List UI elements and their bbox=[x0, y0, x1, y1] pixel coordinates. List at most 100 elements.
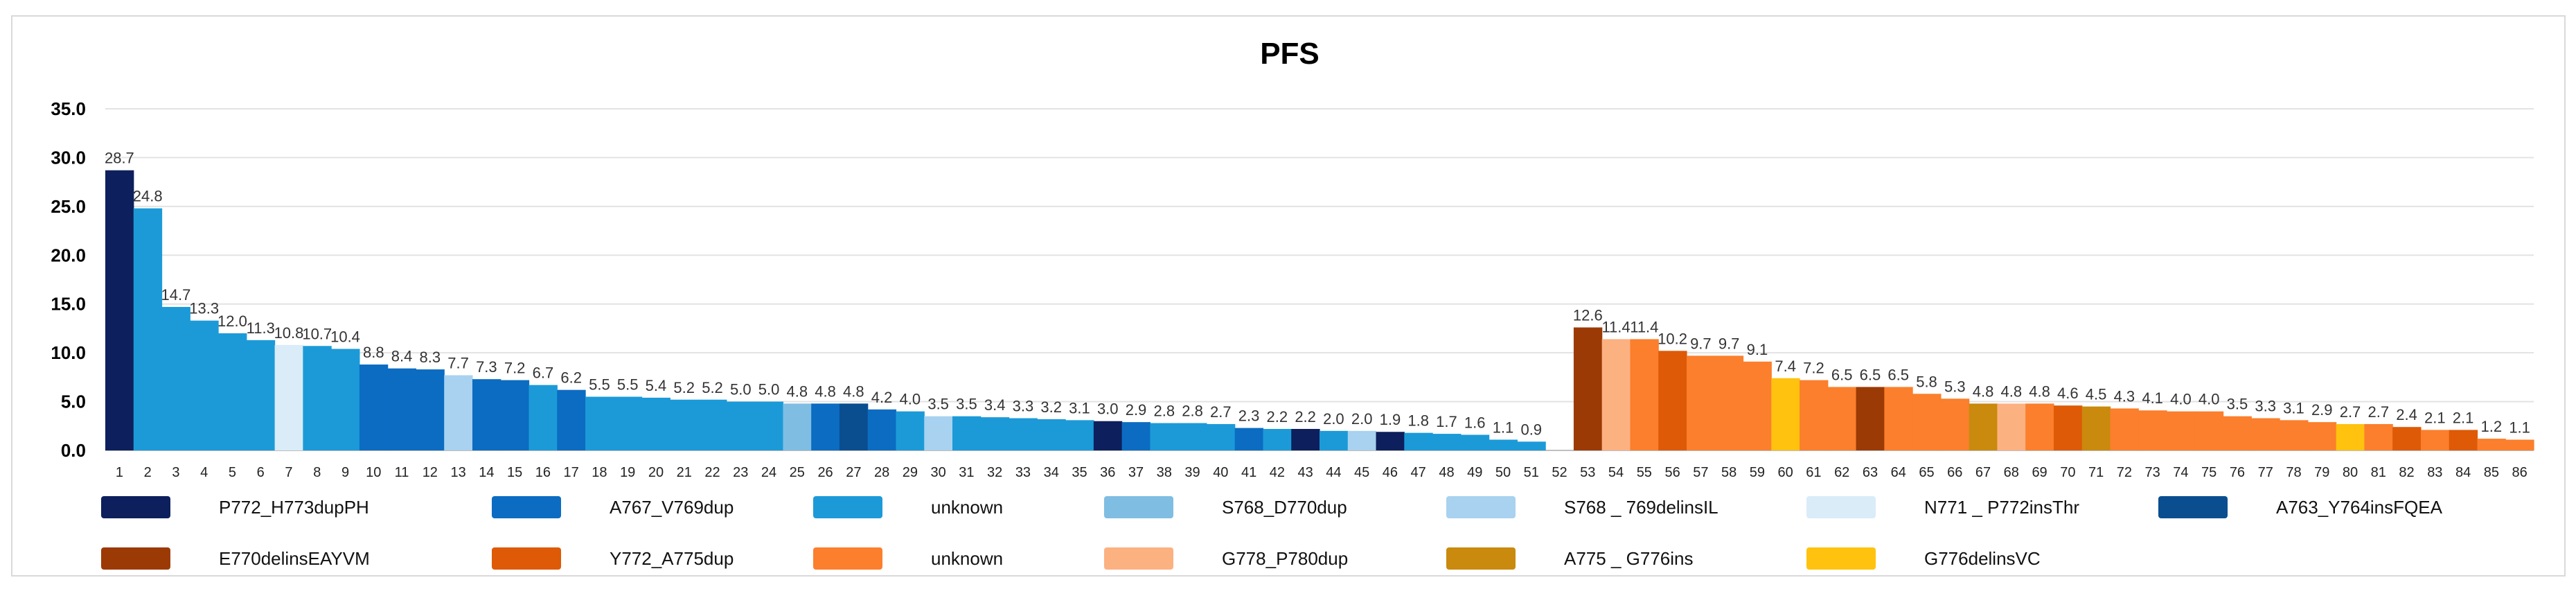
data-label: 5.4 bbox=[646, 377, 667, 394]
data-label: 11.3 bbox=[247, 319, 275, 337]
legend-item: Y772_A775dup bbox=[492, 545, 734, 572]
bar bbox=[670, 399, 699, 450]
bar bbox=[528, 385, 558, 450]
data-label: 2.7 bbox=[2340, 403, 2361, 421]
legend-swatch bbox=[1104, 547, 1173, 570]
bar bbox=[783, 403, 812, 450]
bar bbox=[2081, 406, 2111, 450]
x-tick-label: 37 bbox=[1128, 465, 1144, 480]
x-tick-label: 74 bbox=[2173, 465, 2188, 480]
legend-item: G778_P780dup bbox=[1104, 545, 1348, 572]
x-tick-label: 83 bbox=[2427, 465, 2442, 480]
bar bbox=[1827, 387, 1857, 450]
bar bbox=[1856, 387, 1885, 450]
bar bbox=[1489, 439, 1518, 450]
legend-swatch bbox=[101, 547, 170, 570]
x-tick-label: 26 bbox=[817, 465, 833, 480]
data-label: 2.2 bbox=[1295, 408, 1316, 425]
data-label: 4.8 bbox=[1973, 383, 1994, 400]
data-label: 3.4 bbox=[984, 396, 1006, 414]
data-label: 1.9 bbox=[1380, 411, 1401, 428]
bar bbox=[1743, 361, 1772, 450]
data-label: 6.5 bbox=[1860, 366, 1881, 383]
chart-frame: 28.7 24.8 14.7 13.3 12.0 11.3 10.8 10.7 10.4 8.8 8… bbox=[11, 15, 2566, 577]
y-tick-label: 30.0 bbox=[51, 147, 86, 168]
x-tick-label: 18 bbox=[592, 465, 607, 480]
x-tick-label: 71 bbox=[2088, 465, 2104, 480]
legend-label: Y772_A775dup bbox=[610, 547, 734, 569]
bar bbox=[1376, 432, 1405, 450]
bar bbox=[1460, 434, 1490, 450]
x-tick-label: 61 bbox=[1806, 465, 1821, 480]
data-label: 2.0 bbox=[1323, 410, 1344, 428]
data-label: 9.7 bbox=[1718, 335, 1740, 352]
x-tick-label: 63 bbox=[1863, 465, 1878, 480]
x-tick-label: 40 bbox=[1213, 465, 1228, 480]
data-label: 4.8 bbox=[815, 383, 836, 400]
data-label: 8.8 bbox=[363, 344, 384, 361]
data-label: 4.0 bbox=[2170, 391, 2192, 408]
bar bbox=[1800, 380, 1829, 450]
x-tick-label: 49 bbox=[1467, 465, 1482, 480]
x-tick-label: 79 bbox=[2314, 465, 2329, 480]
legend-item: A775 _ G776ins bbox=[1446, 545, 1693, 572]
data-label: 11.4 bbox=[1630, 318, 1658, 335]
data-label: 1.2 bbox=[2481, 418, 2503, 435]
bar bbox=[1771, 378, 1800, 450]
data-label: 0.9 bbox=[1520, 421, 1542, 438]
data-label: 4.5 bbox=[2086, 386, 2107, 403]
data-label: 2.7 bbox=[1210, 403, 1232, 421]
bar bbox=[387, 368, 417, 450]
data-label: 3.3 bbox=[2255, 398, 2276, 415]
data-label: 10.4 bbox=[330, 328, 360, 346]
data-label: 2.7 bbox=[2368, 403, 2389, 421]
x-tick-label: 5 bbox=[229, 465, 236, 480]
x-tick-label: 2 bbox=[144, 465, 152, 480]
data-label: 5.0 bbox=[758, 381, 780, 398]
x-tick-label: 75 bbox=[2201, 465, 2217, 480]
bar bbox=[218, 333, 247, 450]
data-label: 12.6 bbox=[1573, 307, 1603, 324]
data-label: 2.0 bbox=[1351, 410, 1373, 428]
x-tick-label: 27 bbox=[846, 465, 861, 480]
x-tick-label: 6 bbox=[257, 465, 265, 480]
data-label: 2.1 bbox=[2453, 409, 2474, 426]
y-tick-label: 35.0 bbox=[51, 98, 86, 119]
x-tick-label: 30 bbox=[931, 465, 946, 480]
bar bbox=[1206, 423, 1236, 450]
bar bbox=[2392, 427, 2422, 450]
bar bbox=[359, 364, 389, 450]
bar bbox=[811, 403, 840, 450]
bar bbox=[2336, 423, 2365, 450]
bar bbox=[1601, 339, 1631, 450]
y-tick-label: 15.0 bbox=[51, 294, 86, 315]
bar bbox=[2025, 403, 2054, 450]
data-label: 12.0 bbox=[217, 313, 247, 330]
bar bbox=[839, 403, 869, 450]
data-label: 9.1 bbox=[1747, 341, 1768, 358]
x-tick-label: 50 bbox=[1495, 465, 1511, 480]
data-label: 3.5 bbox=[2227, 396, 2248, 413]
bar bbox=[1714, 355, 1744, 450]
data-label: 10.2 bbox=[1658, 330, 1687, 347]
data-label: 4.8 bbox=[843, 383, 864, 400]
legend-swatch bbox=[1806, 547, 1876, 570]
legend-swatch bbox=[2158, 496, 2228, 518]
bar bbox=[2138, 410, 2167, 450]
x-tick-label: 66 bbox=[1947, 465, 1962, 480]
bar bbox=[2364, 423, 2393, 450]
x-tick-label: 56 bbox=[1664, 465, 1680, 480]
x-tick-label: 62 bbox=[1834, 465, 1849, 480]
legend-swatch bbox=[813, 496, 882, 518]
x-tick-label: 20 bbox=[648, 465, 664, 480]
bar bbox=[2194, 411, 2224, 450]
data-label: 5.5 bbox=[589, 376, 610, 394]
bar bbox=[1404, 432, 1433, 450]
legend-swatch bbox=[1446, 547, 1516, 570]
bar bbox=[1997, 403, 2026, 450]
data-label: 1.1 bbox=[2509, 419, 2530, 437]
bar bbox=[1065, 420, 1094, 450]
data-label: 3.5 bbox=[927, 396, 949, 413]
x-tick-label: 23 bbox=[733, 465, 748, 480]
data-label: 2.3 bbox=[1238, 407, 1260, 425]
